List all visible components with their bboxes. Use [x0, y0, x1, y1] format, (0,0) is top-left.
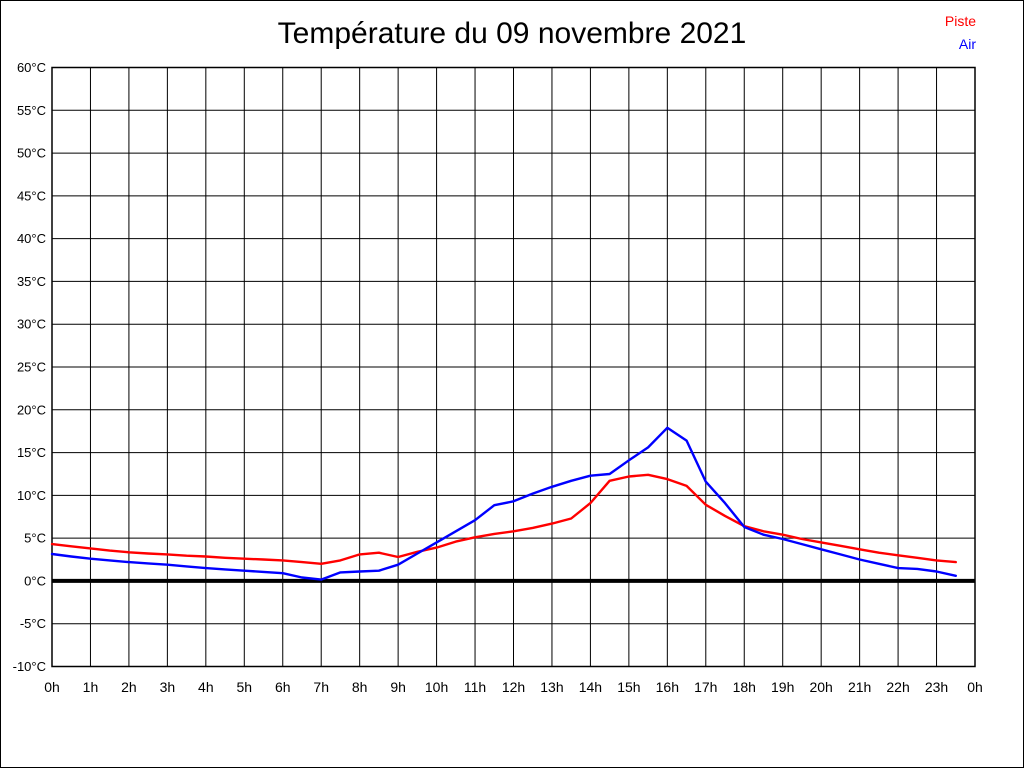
y-tick-label: 20°C	[17, 402, 46, 417]
legend-item-air: Air	[958, 36, 976, 52]
x-tick-label: 19h	[771, 679, 794, 695]
y-tick-label: 0°C	[24, 573, 46, 588]
x-tick-label: 23h	[925, 679, 948, 695]
y-tick-label: -10°C	[13, 659, 46, 674]
x-tick-label: 14h	[579, 679, 602, 695]
x-tick-label: 4h	[198, 679, 214, 695]
chart-title: Température du 09 novembre 2021	[277, 17, 747, 50]
x-tick-label: 13h	[540, 679, 563, 695]
y-tick-label: 25°C	[17, 360, 46, 375]
x-tick-label: 17h	[694, 679, 717, 695]
x-tick-label: 1h	[83, 679, 99, 695]
x-tick-label: 22h	[886, 679, 909, 695]
x-tick-label: 18h	[733, 679, 756, 695]
y-tick-label: 15°C	[17, 445, 46, 460]
x-tick-label: 3h	[160, 679, 176, 695]
plot-frame	[51, 66, 976, 668]
y-tick-label: 30°C	[17, 317, 46, 332]
x-tick-label: 0h	[44, 679, 60, 695]
y-tick-label: 5°C	[24, 531, 46, 546]
y-tick-label: 40°C	[17, 231, 46, 246]
y-tick-label: 45°C	[17, 188, 46, 203]
x-tick-label: 20h	[809, 679, 832, 695]
series-line-air	[50, 426, 957, 581]
x-tick-label: 9h	[390, 679, 406, 695]
legend-item-piste: Piste	[944, 13, 976, 29]
y-tick-label: 10°C	[17, 488, 46, 503]
x-tick-label: 2h	[121, 679, 137, 695]
x-tick-label: 7h	[313, 679, 329, 695]
x-tick-label: 16h	[656, 679, 679, 695]
x-tick-label: 11h	[464, 679, 486, 695]
y-tick-label: 50°C	[17, 146, 46, 161]
x-tick-label: 21h	[848, 679, 871, 695]
x-tick-label: 0h	[967, 679, 983, 695]
y-tick-label: 60°C	[17, 60, 46, 75]
x-tick-label: 8h	[352, 679, 368, 695]
x-tick-label: 15h	[617, 679, 640, 695]
x-tick-label: 6h	[275, 679, 291, 695]
y-tick-label: -5°C	[20, 616, 46, 631]
chart-legend: Piste Air	[945, 10, 976, 56]
series-line-piste	[50, 473, 957, 565]
x-tick-label: 12h	[502, 679, 525, 695]
y-tick-label: 35°C	[17, 274, 46, 289]
x-tick-label: 5h	[237, 679, 253, 695]
y-tick-label: 55°C	[17, 103, 46, 118]
x-tick-label: 10h	[425, 679, 448, 695]
